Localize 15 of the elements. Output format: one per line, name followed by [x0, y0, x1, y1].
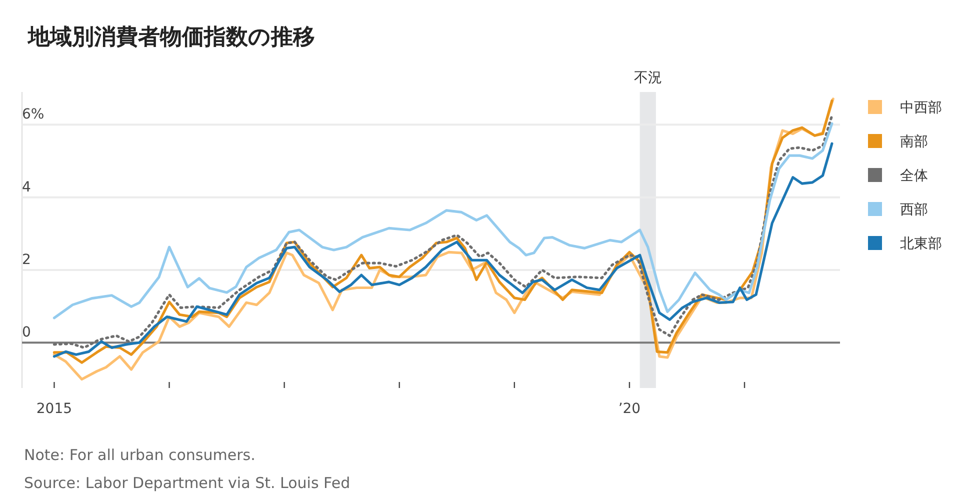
legend-label: 全体: [900, 168, 928, 184]
legend-label: 北東部: [900, 236, 942, 252]
legend-label: 西部: [900, 202, 928, 218]
y-tick-label: 6%: [22, 106, 44, 123]
chart-title: 地域別消費者物価指数の推移: [27, 25, 315, 50]
legend-label: 南部: [900, 134, 928, 150]
text: Note: For all urban consumers.: [24, 446, 256, 464]
y-tick-label: 4: [22, 179, 31, 196]
x-tick-label: 2015: [36, 401, 72, 417]
source-note: Source: Labor Department via St. Louis Fed: [24, 474, 350, 492]
x-tick-label: ’20: [618, 401, 641, 417]
y-tick-label: 2: [22, 252, 31, 268]
legend-label: 中西部: [900, 100, 942, 116]
y-tick-label: 0: [22, 324, 31, 341]
band-label: 不況: [634, 70, 662, 86]
